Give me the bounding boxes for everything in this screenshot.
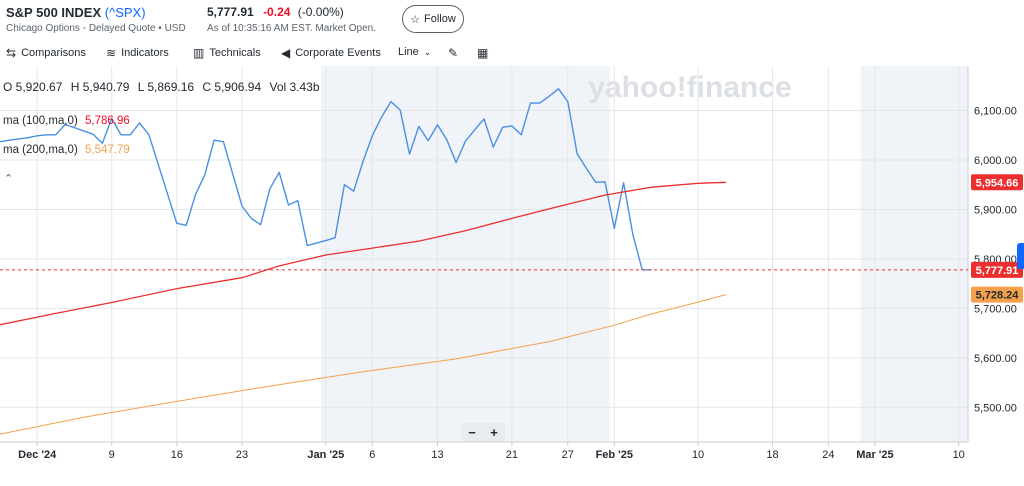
current-price: 5,777.91 [207, 5, 254, 19]
x-tick-label: 24 [822, 449, 834, 461]
price-axis-label: 5,777.91 [976, 265, 1019, 277]
x-tick-label: 18 [766, 449, 778, 461]
technicals-button[interactable]: ▥ Technicals [193, 46, 261, 60]
title-block: S&P 500 INDEX (^SPX) Chicago Options - D… [6, 5, 186, 34]
y-tick-label: 6,000.00 [974, 155, 1017, 167]
calculator-icon: ▦ [477, 46, 489, 60]
index-symbol: (^SPX) [104, 5, 146, 20]
index-name: S&P 500 INDEX [6, 5, 102, 20]
side-panel-tab[interactable] [1017, 243, 1024, 269]
price-axis-label-bg [971, 261, 1023, 278]
price-line [0, 88, 652, 271]
follow-button[interactable]: ☆ Follow [402, 5, 464, 33]
technicals-icon: ▥ [193, 46, 205, 60]
indicators-button[interactable]: ≋ Indicators [106, 46, 169, 60]
price-change-pct: (-0.00%) [297, 5, 344, 19]
pencil-icon: ✎ [448, 46, 459, 60]
compare-icon: ⇆ [6, 46, 17, 60]
y-tick-label: 5,600.00 [974, 353, 1017, 365]
price-block: 5,777.91 -0.24 (-0.00%) As of 10:35:16 A… [207, 5, 376, 34]
chart-toolbar: ⇆ Comparisons ≋ Indicators ▥ Technicals … [0, 42, 1024, 64]
indicators-icon: ≋ [106, 46, 117, 60]
x-tick-label: 21 [506, 449, 518, 461]
x-tick-label: Dec '24 [18, 449, 57, 461]
zoom-in-button[interactable]: + [490, 424, 498, 440]
ma200-value: 5,547.79 [84, 144, 130, 156]
x-tick-label: 9 [109, 449, 115, 461]
ma200-line [0, 294, 727, 435]
price-change: -0.24 [263, 5, 291, 19]
x-tick-label: Mar '25 [856, 449, 893, 461]
technicals-label: Technicals [209, 47, 261, 59]
close-value: C 5,906.94 [202, 80, 262, 94]
volume-value: Vol 3.43b [269, 80, 320, 94]
chevron-down-icon: ⌄ [423, 46, 432, 57]
ma100-line [0, 181, 727, 326]
as-of-time: As of 10:35:16 AM EST. Market Open. [207, 23, 376, 34]
x-tick-label: 10 [953, 449, 965, 461]
indicators-label: Indicators [121, 47, 169, 59]
y-tick-label: 6,100.00 [974, 106, 1017, 118]
quote-header: S&P 500 INDEX (^SPX) Chicago Options - D… [0, 0, 1024, 40]
x-tick-label: 10 [692, 449, 704, 461]
open-value: O 5,920.67 [3, 80, 63, 94]
star-icon: ☆ [410, 13, 421, 26]
price-chart[interactable]: yahoo!finance5,500.005,600.005,700.005,8… [0, 66, 1024, 486]
megaphone-icon: ◀ [281, 46, 291, 60]
y-tick-label: 5,700.00 [974, 303, 1017, 315]
draw-button[interactable]: ✎ [448, 46, 458, 60]
zoom-out-button[interactable]: − [468, 424, 476, 440]
shaded-period-1 [860, 66, 968, 442]
ma200-label: ma (200,ma,0) [3, 144, 78, 156]
line-label: Line [398, 46, 419, 58]
ma100-legend[interactable]: ma (100,ma,0) 5,786.96 [3, 115, 130, 127]
high-value: H 5,940.79 [70, 80, 130, 94]
corporate-events-label: Corporate Events [295, 47, 381, 59]
shaded-period-0 [321, 66, 610, 442]
line-type-dropdown[interactable]: Line ⌄ [398, 46, 431, 58]
ma200-axis-label: 5,728.24 [976, 290, 1020, 302]
x-tick-label: Feb '25 [596, 449, 633, 461]
y-tick-label: 5,500.00 [974, 402, 1017, 414]
corporate-events-button[interactable]: ◀ Corporate Events [281, 46, 381, 60]
comparisons-button[interactable]: ⇆ Comparisons [6, 46, 86, 60]
index-title: S&P 500 INDEX (^SPX) [6, 5, 186, 20]
x-tick-label: 6 [369, 449, 375, 461]
x-tick-label: 23 [236, 449, 248, 461]
settings-button[interactable]: ▦ [477, 46, 488, 60]
x-tick-label: Jan '25 [307, 449, 344, 461]
ma100-axis-label: 5,954.66 [976, 177, 1019, 189]
comparisons-label: Comparisons [21, 47, 86, 59]
x-tick-label: 27 [562, 449, 574, 461]
ohlc-readout: O 5,920.67 H 5,940.79 L 5,869.16 C 5,906… [3, 80, 325, 94]
watermark-text: yahoo!finance [588, 71, 791, 104]
quote-source: Chicago Options - Delayed Quote • USD [6, 23, 186, 34]
follow-label: Follow [424, 13, 456, 25]
collapse-legend-icon[interactable]: ⌃ [4, 173, 14, 185]
ma200-axis-label-bg [971, 286, 1023, 303]
ma100-value: 5,786.96 [84, 115, 130, 127]
y-tick-label: 5,900.00 [974, 204, 1017, 216]
ma100-axis-label-bg [971, 174, 1023, 191]
zoom-controls: − + [461, 423, 505, 441]
ma100-label: ma (100,ma,0) [3, 115, 78, 127]
x-tick-label: 16 [171, 449, 183, 461]
ma200-legend[interactable]: ma (200,ma,0) 5,547.79 [3, 144, 130, 156]
low-value: L 5,869.16 [137, 80, 195, 94]
x-tick-label: 13 [431, 449, 443, 461]
